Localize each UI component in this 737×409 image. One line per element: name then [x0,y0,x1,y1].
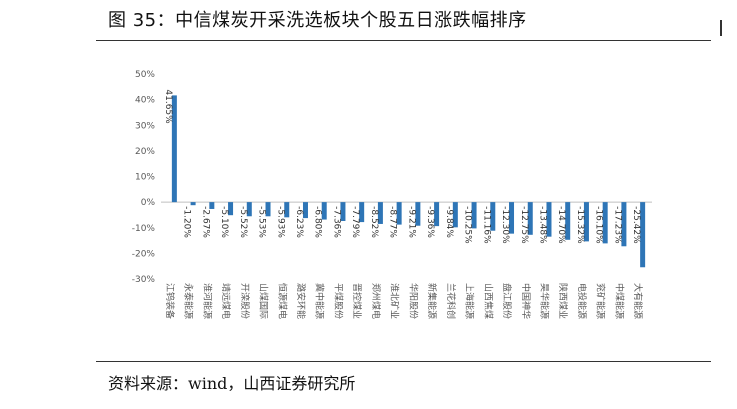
category-label: 新集能源 [426,283,438,319]
data-labels: 41.65% -1.20% -2.67% -5.10% -5.52% -5.53% -5.9… [163,89,641,244]
category-label: 淮河能源 [201,283,213,319]
bar [284,202,290,218]
data-label: -7.36% [331,206,341,238]
bar [302,202,308,219]
category-label: 兖矿能源 [595,283,607,319]
bar [471,202,477,229]
data-label: -13.48% [537,206,547,244]
y-tick-label: 20% [135,147,155,157]
data-label: -8.52% [369,206,379,238]
data-label: -6.80% [313,206,323,238]
bar [265,202,271,217]
data-label: -15.32% [575,206,585,244]
category-label: 华阳股份 [407,283,419,319]
bar [602,202,608,244]
bar [321,202,327,220]
category-label: 开滦股份 [239,283,251,319]
bar [583,202,589,242]
y-tick-label: 10% [135,173,155,183]
data-label: -7.79% [350,206,360,238]
data-label: -17.23% [612,206,622,244]
bar-series [171,95,646,268]
bar [209,202,215,209]
category-label: 永泰能源 [183,283,195,319]
bar [171,95,177,203]
category-label: 大有能源 [632,283,644,319]
category-label: 恒源煤电 [276,283,288,319]
bar [565,202,571,240]
category-label: 陕西煤业 [557,283,569,319]
y-tick-label: -10% [132,224,156,234]
category-label: 淮北矿业 [389,283,401,319]
data-label: -16.10% [594,206,604,244]
bar [640,202,646,268]
data-label: -6.23% [294,206,304,238]
y-tick-label: 40% [135,96,155,106]
bar [434,202,440,227]
bar [452,202,458,228]
data-label: -2.67% [200,206,210,238]
data-label: -9.21% [406,206,416,238]
y-axis: 50% 40% 30% 20% 10% 0% -10% -20% -30% [132,70,652,285]
data-label: -14.70% [556,206,566,244]
category-label: 上海能源 [464,283,476,319]
y-tick-label: -30% [132,275,156,285]
bar [359,202,365,223]
bar [621,202,627,247]
data-label: -8.77% [388,206,398,238]
category-label: 电投能源 [576,283,588,319]
category-label: 山西焦煤 [482,283,494,319]
category-label: 山煤国际 [258,283,270,319]
bar [527,202,533,235]
y-tick-label: -20% [132,249,156,259]
bar [340,202,346,221]
bar [509,202,515,234]
category-labels: 江钨装备 永泰能源 淮河能源 靖远煤电 开滦股份 山煤国际 恒源煤电 潞安环能 冀中能源 平煤股份… [164,283,644,319]
data-label: -12.75% [519,206,529,244]
data-label: -5.53% [257,206,267,238]
bar [396,202,402,225]
bar [546,202,552,237]
category-label: 昊华能源 [538,283,550,319]
bar [228,202,234,216]
data-label: -11.16% [481,206,491,244]
data-label: -10.25% [463,206,473,244]
category-label: 靖远煤电 [220,283,232,319]
data-label: -1.20% [182,206,192,238]
data-label: -5.93% [275,206,285,238]
y-tick-label: 30% [135,121,155,131]
data-label: -5.10% [219,206,229,238]
category-label: 盘江股份 [501,283,513,319]
category-label: 郑州煤电 [370,283,382,319]
data-label: -25.42% [631,206,641,244]
category-label: 晋控煤业 [351,283,363,319]
y-tick-label: 0% [141,198,156,208]
data-label: -5.52% [238,206,248,238]
bar [377,202,383,224]
y-tick-label: 50% [135,70,155,80]
data-label: -9.36% [425,206,435,238]
bottom-divider [96,361,711,362]
chart-title: 图 35：中信煤炭开采洗选板块个股五日涨跌幅排序 [108,10,527,31]
adjacent-panel-edge [720,20,722,36]
bar [246,202,252,217]
data-label: -12.30% [500,206,510,244]
category-label: 平煤股份 [332,283,344,319]
data-label: 41.65% [163,89,173,124]
bar [490,202,496,231]
top-divider [96,40,711,41]
source-note: 资料来源：wind，山西证券研究所 [108,374,356,393]
category-label: 中煤能源 [613,283,625,319]
bar [190,202,196,206]
category-label: 潞安环能 [295,283,307,319]
category-label: 江钨装备 [164,283,176,319]
bar [415,202,421,226]
category-label: 中国神华 [520,283,532,319]
category-label: 兰花科创 [445,283,457,319]
category-label: 冀中能源 [314,283,326,319]
data-label: -9.84% [444,206,454,238]
